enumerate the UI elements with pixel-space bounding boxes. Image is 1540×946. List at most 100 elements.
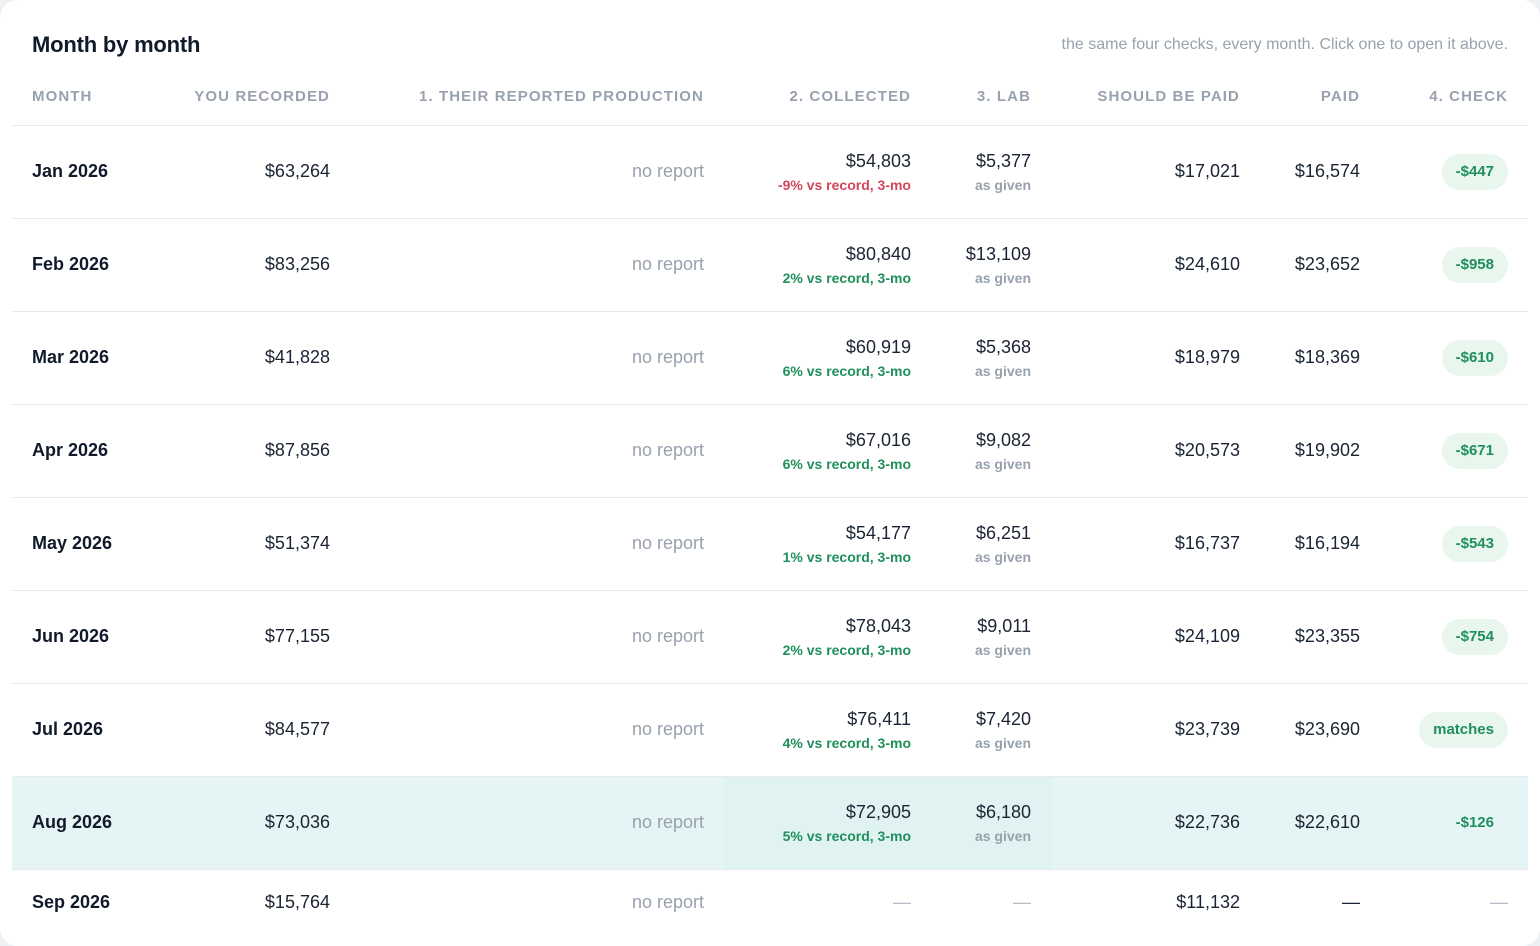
lab-value: $13,109: [965, 243, 1031, 264]
paid-cell: $23,690: [1260, 683, 1380, 777]
collected-cell: $80,840 2% vs record, 3-mo: [724, 218, 931, 312]
check-badge[interactable]: -$610: [1441, 339, 1508, 376]
check-badge[interactable]: matches: [1419, 711, 1508, 748]
reported-cell: no report: [350, 125, 724, 219]
check-cell: -$126: [1380, 776, 1528, 870]
check-cell: -$447: [1380, 125, 1528, 219]
collected-note: 2% vs record, 3-mo: [782, 641, 911, 658]
check-badge[interactable]: -$447: [1441, 153, 1508, 190]
check-cell: -$754: [1380, 590, 1528, 684]
collected-note: -9% vs record, 3-mo: [777, 176, 911, 193]
month-cell: Jan 2026: [12, 125, 162, 219]
paid-cell: $23,355: [1260, 590, 1380, 684]
should-be-paid-cell: $18,979: [1051, 311, 1260, 405]
should-be-paid-cell: $11,132: [1176, 891, 1240, 912]
lab-note: as given: [974, 455, 1031, 472]
lab-cell: $5,377 as given: [931, 125, 1051, 219]
lab-value: $5,368: [975, 336, 1031, 357]
lab-empty: —: [1013, 891, 1031, 912]
table-row[interactable]: Feb 2026 $83,256 no report $80,840 2% vs…: [12, 218, 1528, 312]
reported-cell: no report: [350, 311, 724, 405]
reported-cell: no report: [350, 404, 724, 498]
section-title: Month by month: [32, 32, 201, 57]
table-row[interactable]: Sep 2026 $15,764 no report — — $11,132 —…: [12, 869, 1528, 935]
lab-note: as given: [974, 362, 1031, 379]
check-badge[interactable]: -$754: [1441, 618, 1508, 655]
lab-note: as given: [974, 827, 1031, 844]
collected-cell: $67,016 6% vs record, 3-mo: [724, 404, 931, 498]
check-badge[interactable]: -$126: [1455, 813, 1494, 831]
collected-cell: $54,803 -9% vs record, 3-mo: [724, 125, 931, 219]
paid-cell: $19,902: [1260, 404, 1380, 498]
recorded-cell: $51,374: [162, 497, 350, 591]
column-header-collected: 2. COLLECTED: [724, 68, 931, 126]
check-cell: -$671: [1380, 404, 1528, 498]
check-badge[interactable]: -$543: [1441, 525, 1508, 562]
collected-cell: $76,411 4% vs record, 3-mo: [724, 683, 931, 777]
recorded-cell: $15,764: [264, 891, 330, 912]
column-header-lab: 3. LAB: [931, 68, 1051, 126]
lab-note: as given: [974, 641, 1031, 658]
lab-value: $6,251: [975, 522, 1031, 543]
should-be-paid-cell: $16,737: [1051, 497, 1260, 591]
collected-empty: —: [893, 891, 911, 912]
check-empty: —: [1490, 891, 1508, 912]
check-cell: -$610: [1380, 311, 1528, 405]
month-cell: May 2026: [12, 497, 162, 591]
collected-cell: $60,919 6% vs record, 3-mo: [724, 311, 931, 405]
lab-cell: $9,082 as given: [931, 404, 1051, 498]
collected-value: $54,803: [845, 150, 911, 171]
collected-cell: $72,905 5% vs record, 3-mo: [724, 776, 931, 870]
section-subtitle: the same four checks, every month. Click…: [1061, 36, 1508, 53]
table-row[interactable]: Apr 2026 $87,856 no report $67,016 6% vs…: [12, 404, 1528, 498]
month-cell: Jul 2026: [12, 683, 162, 777]
collected-value: $67,016: [845, 429, 911, 450]
table-row[interactable]: Jan 2026 $63,264 no report $54,803 -9% v…: [12, 125, 1528, 219]
paid-cell: $23,652: [1260, 218, 1380, 312]
should-be-paid-cell: $24,109: [1051, 590, 1260, 684]
month-cell: Mar 2026: [12, 311, 162, 405]
check-cell: matches: [1380, 683, 1528, 777]
should-be-paid-cell: $24,610: [1051, 218, 1260, 312]
reported-cell: no report: [350, 590, 724, 684]
collected-cell: —: [724, 869, 931, 935]
month-table: MONTH YOU RECORDED 1. THEIR REPORTED PRO…: [12, 68, 1528, 935]
paid-cell: $22,610: [1260, 776, 1380, 870]
lab-value: $9,082: [975, 429, 1031, 450]
table-row[interactable]: Mar 2026 $41,828 no report $60,919 6% vs…: [12, 311, 1528, 405]
table-row-selected[interactable]: Aug 2026 $73,036 no report $72,905 5% vs…: [12, 776, 1528, 870]
month-cell: Aug 2026: [12, 776, 162, 870]
collected-value: $72,905: [845, 801, 911, 822]
check-badge[interactable]: -$958: [1441, 246, 1508, 283]
check-cell: -$543: [1380, 497, 1528, 591]
recorded-cell: $41,828: [162, 311, 350, 405]
paid-cell: —: [1260, 869, 1380, 935]
collected-value: $78,043: [845, 615, 911, 636]
lab-cell: $9,011 as given: [931, 590, 1051, 684]
column-header-month: MONTH: [12, 68, 162, 126]
collected-note: 6% vs record, 3-mo: [782, 362, 911, 379]
reported-cell: no report: [350, 218, 724, 312]
lab-cell: $5,368 as given: [931, 311, 1051, 405]
lab-cell: $7,420 as given: [931, 683, 1051, 777]
paid-cell: $16,194: [1260, 497, 1380, 591]
collected-note: 2% vs record, 3-mo: [782, 269, 911, 286]
lab-note: as given: [974, 176, 1031, 193]
month-cell: Jun 2026: [12, 590, 162, 684]
table-row[interactable]: Jul 2026 $84,577 no report $76,411 4% vs…: [12, 683, 1528, 777]
table-header-row: MONTH YOU RECORDED 1. THEIR REPORTED PRO…: [12, 68, 1528, 126]
lab-cell: $6,251 as given: [931, 497, 1051, 591]
recorded-cell: $73,036: [162, 776, 350, 870]
table-row[interactable]: Jun 2026 $77,155 no report $78,043 2% vs…: [12, 590, 1528, 684]
should-be-paid-cell: $17,021: [1051, 125, 1260, 219]
check-badge[interactable]: -$671: [1441, 432, 1508, 469]
month-cell: Feb 2026: [12, 218, 162, 312]
paid-empty: —: [1342, 891, 1360, 912]
column-header-paid: PAID: [1260, 68, 1380, 126]
table-row[interactable]: May 2026 $51,374 no report $54,177 1% vs…: [12, 497, 1528, 591]
check-cell: -$958: [1380, 218, 1528, 312]
collected-note: 4% vs record, 3-mo: [782, 734, 911, 751]
collected-value: $76,411: [847, 708, 911, 729]
should-be-paid-cell: $22,736: [1051, 776, 1260, 870]
paid-cell: $18,369: [1260, 311, 1380, 405]
